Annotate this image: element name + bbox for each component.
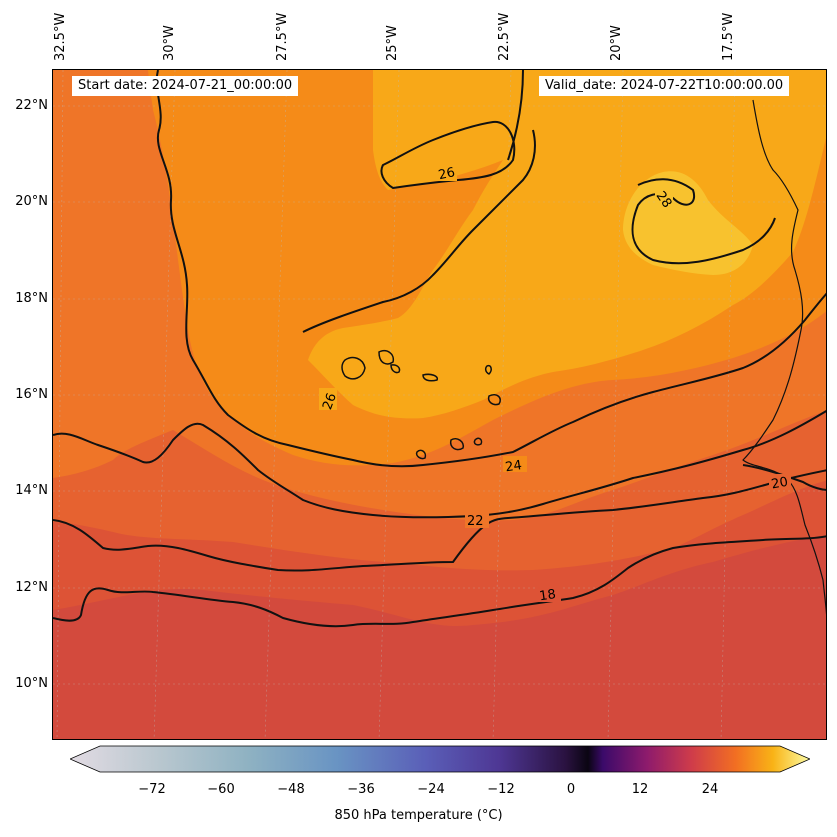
contour-label: 26 [437,165,456,183]
island [422,373,439,382]
island [341,356,366,380]
lon-label: 17.5°W [721,12,736,61]
contour-label: 22 [467,514,484,529]
cape-verde-islands [341,350,501,460]
contour-28 [631,178,776,265]
island [378,350,395,365]
colorbar-tick: −48 [277,782,305,797]
contour-26-main [155,70,826,468]
contour-18 [53,535,826,628]
colorbar [68,744,812,774]
contour-26-north [380,70,524,189]
contour-26-inner [302,129,536,333]
map-canvas: 26 28 26 24 22 20 18 [53,70,826,739]
island [473,437,483,446]
lon-label: 30°W [162,25,177,61]
contour-20 [53,464,826,526]
colorbar-tick: 24 [701,782,719,797]
contour-24 [53,410,826,519]
start-date-box: Start date: 2024-07-21_00:00:00 [72,76,299,96]
island [415,449,427,460]
contour-lines [53,70,826,628]
colorbar-tick: 12 [631,782,649,797]
lat-label: 16°N [15,387,48,402]
lat-label: 22°N [15,98,48,113]
colorbar-tick: −72 [138,782,166,797]
island [390,364,401,374]
lat-label: 14°N [15,483,48,498]
lat-label: 18°N [15,291,48,306]
lon-label: 27.5°W [275,12,290,61]
coastline-africa [742,99,826,614]
colorbar-tick: 0 [566,782,576,797]
colorbar-tick: −36 [347,782,375,797]
contour-label: 20 [770,475,789,493]
lat-label: 10°N [15,676,48,691]
graticule [53,70,826,739]
colorbar-tick: −24 [417,782,445,797]
lon-label: 25°W [385,25,400,61]
colorbar-label: 850 hPa temperature (°C) [334,808,503,823]
island [449,437,465,451]
colorbar-tick: −60 [207,782,235,797]
valid-date-box: Valid_date: 2024-07-22T10:00:00.00 [539,76,790,96]
contour-label: 18 [538,587,556,604]
contour-label: 24 [504,458,522,475]
band-26 [308,70,826,419]
temperature-map: 26 28 26 24 22 20 18 [52,69,827,740]
colorbar-svg [68,745,812,773]
contour-22 [53,469,826,572]
contour-label: 26 [320,391,340,412]
lon-label: 20°W [609,25,624,61]
lat-label: 20°N [15,194,48,209]
contour-label-group: 26 28 26 24 22 20 18 [319,165,791,604]
colorbar-tick: −12 [487,782,515,797]
island [484,364,492,375]
lon-label: 22.5°W [497,12,512,61]
island [487,393,501,406]
lat-label: 12°N [15,580,48,595]
lon-label: 32.5°W [53,12,68,61]
